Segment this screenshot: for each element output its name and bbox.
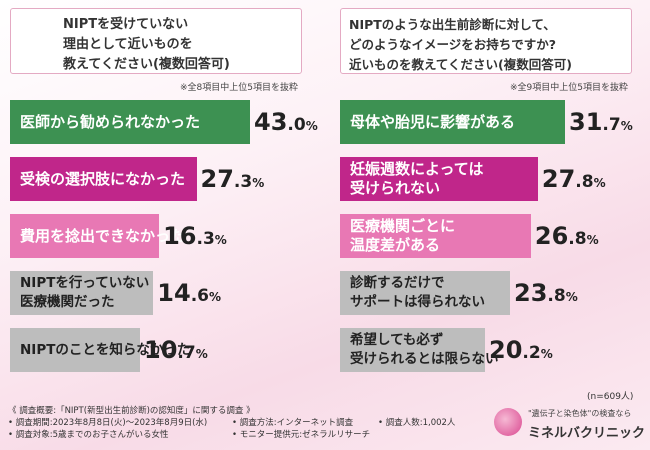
bar-row: 診断するだけで サポートは得られない 23.8% <box>340 271 640 315</box>
clinic-logo: "遺伝子と染色体"の検査なら ミネルバクリニック <box>494 404 646 444</box>
bar-row: 希望しても必ず受けられるとは限らない 20.2% <box>340 328 640 372</box>
value-label: 31.7% <box>569 106 633 142</box>
value-label-dec: .7 <box>602 115 621 135</box>
category-label: 受けられるとは限らない <box>350 351 499 367</box>
bar-row: 受検の選択肢になかった 27.3% <box>10 157 310 201</box>
value-label-int: 16 <box>163 222 197 250</box>
value-label-unit: % <box>620 119 633 133</box>
value-label-int: 20 <box>489 336 523 364</box>
category-label: 医師から勧められなかった <box>20 112 201 131</box>
value-label-unit: % <box>593 176 606 190</box>
bar-row: 母体や胎児に影響がある 31.7% <box>340 100 640 144</box>
value-label: 26.8% <box>535 220 599 256</box>
value-label-unit: % <box>540 347 553 361</box>
value-label-dec: .7 <box>177 343 196 363</box>
bar: 医療機関ごとに 温度差がある <box>340 214 531 258</box>
value-label-int: 14 <box>157 279 191 307</box>
value-label: 27.8% <box>542 163 606 199</box>
left-question-line: NIPTを受けていない <box>63 17 189 32</box>
left-chart-panel: NIPTを受けていない 理由として近いものを 教えてください(複数回答可) ※全… <box>10 0 318 395</box>
value-label-unit: % <box>214 233 227 247</box>
value-label-int: 27 <box>200 165 234 193</box>
value-label-int: 31 <box>569 108 603 136</box>
right-question-box: NIPTのような出生前診断に対して、 どのようなイメージをお持ちですか? 近いも… <box>340 8 632 74</box>
bar: 希望しても必ず受けられるとは限らない <box>340 328 499 372</box>
bar-row: 妊娠週数によっては 受けられない 27.8% <box>340 157 640 201</box>
category-label: 医療機関だった <box>20 294 115 310</box>
logo-tagline: "遺伝子と染色体"の検査なら <box>528 409 632 418</box>
value-label-unit: % <box>586 233 599 247</box>
category-label: 母体や胎児に影響がある <box>350 112 516 131</box>
category-label: NIPTを行っていない <box>20 275 150 291</box>
value-label-unit: % <box>195 347 208 361</box>
footer-item: • 調査人数:1,002人 <box>378 418 456 428</box>
sample-size: (n=609人) <box>587 392 634 402</box>
value-label-unit: % <box>305 119 318 133</box>
value-label-int: 10 <box>144 336 178 364</box>
left-question-line: 教えてください(複数回答可) <box>63 57 230 72</box>
footer-item: • 調査対象:5歳までのお子さんがいる女性 <box>8 430 169 440</box>
footer-item: • 調査方法:インターネット調査 <box>232 418 354 428</box>
category-label: サポートは得られない <box>350 294 485 310</box>
bar-row: NIPTを行っていない 医療機関だった 14.6% <box>10 271 310 315</box>
value-label-dec: .3 <box>196 229 215 249</box>
value-label-unit: % <box>252 176 265 190</box>
value-label-int: 26 <box>534 222 569 250</box>
value-label: 20.2% <box>489 334 553 370</box>
value-label: 23.8% <box>514 277 578 313</box>
category-label: 妊娠週数によっては <box>350 160 484 178</box>
bar: 受検の選択肢になかった <box>10 157 197 201</box>
left-question-line: 理由として近いものを <box>63 37 193 52</box>
right-note: ※全9項目中上位5項目を抜粋 <box>510 83 628 93</box>
bar: NIPTを行っていない 医療機関だった <box>10 271 154 315</box>
value-label-dec: .6 <box>190 286 209 306</box>
value-label-dec: .2 <box>522 343 541 363</box>
left-question-box: NIPTを受けていない 理由として近いものを 教えてください(複数回答可) <box>10 8 302 74</box>
right-question-line: どのようなイメージをお持ちですか? <box>349 37 557 52</box>
bar: 診断するだけでサポートは得られない <box>340 271 510 315</box>
logo-mark-icon <box>494 408 522 436</box>
value-label: 43.0% <box>254 106 318 142</box>
category-label: 希望しても必ず <box>350 332 444 348</box>
category-label: 医療機関ごとに <box>350 217 456 235</box>
right-question-line: 近いものを教えてください(複数回答可) <box>349 57 572 72</box>
bar: 医師から勧められなかった <box>10 100 250 144</box>
value-label-unit: % <box>209 290 222 304</box>
value-label-unit: % <box>565 290 578 304</box>
value-label-dec: .8 <box>575 172 594 192</box>
bar-row: NIPTのことを知らなかった 10.7% <box>10 328 310 372</box>
value-label-int: 23 <box>514 279 548 307</box>
footer-title: 《 調査概要:「NIPT(新型出生前診断)の認知度」に関する調査 》 <box>8 406 255 416</box>
right-question-line: NIPTのような出生前診断に対して、 <box>349 17 556 32</box>
category-label: 診断するだけで <box>350 275 445 291</box>
logo-name: ミネルバクリニック <box>528 426 646 441</box>
category-label: 費用を捻出できなかった <box>20 226 186 245</box>
left-note: ※全8項目中上位5項目を抜粋 <box>180 83 298 93</box>
bar: NIPTのことを知らなかった <box>10 328 191 372</box>
value-label-dec: .3 <box>233 172 253 192</box>
right-chart-panel: NIPTのような出生前診断に対して、 どのようなイメージをお持ちですか? 近いも… <box>340 0 640 395</box>
value-label-dec: .8 <box>547 286 566 306</box>
bar-row: 医師から勧められなかった 43.0% <box>10 100 318 144</box>
value-label-dec: .8 <box>568 229 587 249</box>
category-label: 受検の選択肢になかった <box>20 169 186 188</box>
value-label-dec: .0 <box>287 115 306 135</box>
bar-row: 医療機関ごとに 温度差がある 26.8% <box>340 214 640 258</box>
bar: 母体や胎児に影響がある <box>340 100 565 144</box>
category-label: NIPTのことを知らなかった <box>20 341 191 358</box>
footer-item: • モニター提供元:ゼネラルリサーチ <box>232 430 371 440</box>
value-label-int: 43 <box>254 108 288 136</box>
bar: 妊娠週数によっては 受けられない <box>340 157 538 201</box>
bar: 費用を捻出できなかった <box>10 214 186 258</box>
footer-item: • 調査期間:2023年8月8日(火)〜2023年8月9日(水) <box>8 418 208 428</box>
category-label: 受けられない <box>350 179 441 197</box>
bar-row: 費用を捻出できなかった 16.3% <box>10 214 310 258</box>
value-label-int: 27 <box>541 165 576 193</box>
value-label: 16.3% <box>163 220 227 256</box>
value-label: 27.3% <box>201 163 265 199</box>
category-label: 温度差がある <box>350 236 441 254</box>
value-label: 10.7% <box>144 334 208 370</box>
value-label: 14.6% <box>157 277 221 313</box>
